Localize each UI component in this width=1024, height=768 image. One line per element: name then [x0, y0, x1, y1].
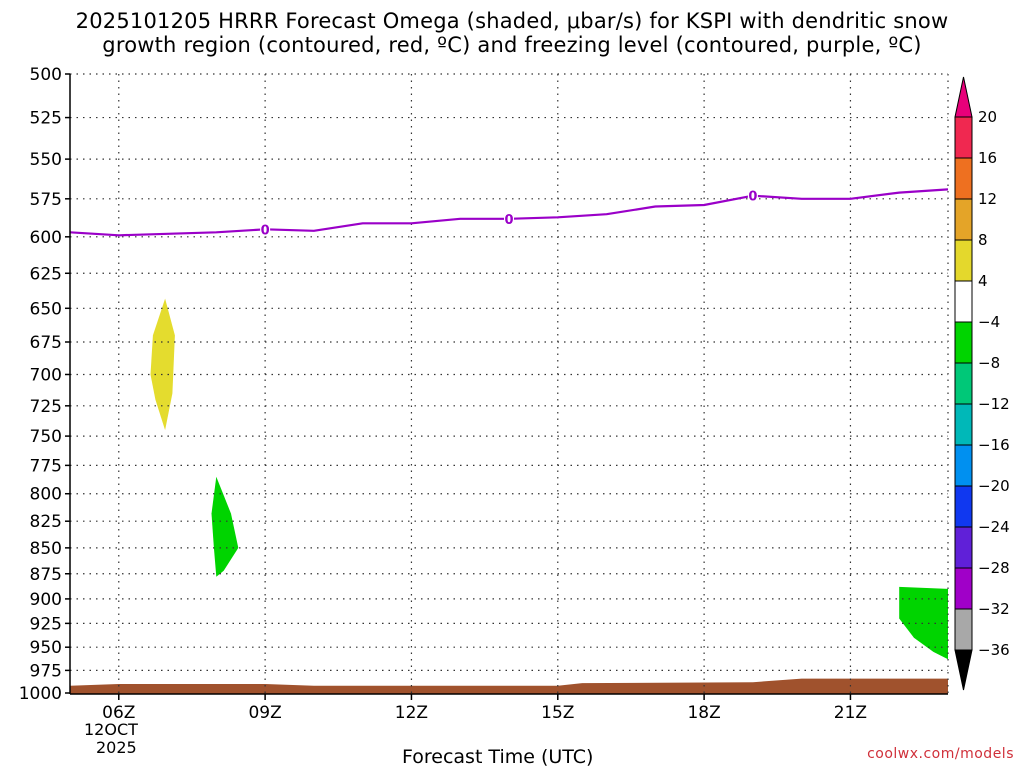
freezing-label-bg: [747, 187, 758, 203]
y-tick-label: 650: [30, 299, 62, 319]
colorbar-label: 4: [978, 272, 988, 290]
x-tick-label: 12Z: [395, 703, 428, 723]
y-tick-label: 825: [30, 512, 62, 532]
freezing-label-bg: [504, 210, 514, 226]
colorbar-label: −24: [978, 518, 1010, 536]
colorbar-label: −12: [978, 395, 1010, 413]
y-tick-label: 725: [30, 397, 62, 417]
chart-title-line2: growth region (contoured, red, ºC) and f…: [102, 33, 922, 57]
y-tick-label: 800: [30, 485, 62, 505]
colorbar-swatch: [954, 321, 973, 364]
colorbar-label: −8: [978, 354, 1000, 372]
omega-region-3: [899, 586, 948, 660]
colorbar-label: −16: [978, 436, 1010, 454]
colorbar-swatch: [954, 444, 973, 487]
colorbar-label: −4: [978, 313, 1000, 331]
colorbar-swatch: [954, 116, 973, 159]
y-tick-label: 575: [30, 190, 62, 210]
colorbar-label: 20: [978, 108, 997, 126]
colorbar-swatch: [954, 362, 973, 405]
y-tick-label: 950: [30, 638, 62, 658]
y-tick-label: 850: [30, 539, 62, 559]
colorbar-swatch: [954, 198, 973, 241]
omega-region-2: [211, 476, 239, 577]
colorbar-label: 8: [978, 231, 988, 249]
colorbar-label: 12: [978, 190, 997, 208]
y-tick-label: 1000: [19, 684, 62, 704]
y-tick-label: 625: [30, 264, 62, 284]
date-label-day: 12OCT: [84, 720, 138, 739]
y-tick-label: 675: [30, 333, 62, 353]
y-tick-label: 500: [30, 65, 62, 85]
colorbar-swatch: [954, 157, 973, 200]
y-tick-label: 525: [30, 109, 62, 129]
colorbar: 20 16 12 8 4 −4 −8 −12 −16 −20 −24 −28 −32 −36: [954, 76, 1010, 691]
colorbar-label: −28: [978, 559, 1010, 577]
colorbar-top-arrow: [954, 76, 973, 118]
omega-region-1: [150, 298, 175, 431]
y-tick-label: 900: [30, 590, 62, 610]
freezing-level-label: 0: [748, 190, 757, 205]
y-tick-label: 550: [30, 150, 62, 170]
colorbar-swatch: [954, 526, 973, 569]
freezing-label-bg: [260, 221, 271, 237]
y-tick-label: 600: [30, 228, 62, 248]
date-label-year: 2025: [96, 738, 137, 757]
terrain-surface: [70, 678, 948, 694]
freezing-level-label: 0: [504, 213, 513, 228]
freezing-level-label: 0: [261, 223, 270, 238]
x-tick-label: 15Z: [541, 703, 574, 723]
colorbar-label: −32: [978, 600, 1010, 618]
colorbar-label: −36: [978, 641, 1010, 659]
colorbar-bottom-arrow: [954, 649, 973, 691]
x-tick-label: 06Z: [102, 703, 135, 723]
x-tick-label: 09Z: [248, 703, 281, 723]
y-tick-label: 750: [30, 427, 62, 447]
credit-link[interactable]: coolwx.com/models: [867, 746, 1014, 762]
y-tick-label: 925: [30, 614, 62, 634]
x-axis-label: Forecast Time (UTC): [402, 746, 594, 768]
chart-title-line1: 2025101205 HRRR Forecast Omega (shaded, …: [75, 9, 949, 33]
colorbar-swatch: [954, 280, 973, 323]
x-tick-label: 18Z: [687, 703, 720, 723]
colorbar-swatch: [954, 239, 973, 282]
y-tick-label: 775: [30, 456, 62, 476]
colorbar-label: 16: [978, 149, 997, 167]
y-tick-label: 975: [30, 661, 62, 681]
colorbar-swatch: [954, 485, 973, 528]
x-tick-label: 21Z: [834, 703, 867, 723]
y-tick-label: 700: [30, 365, 62, 385]
plot-area: 0 0 0 500 525 550 575 600 625 650 675 700 725 750 775 8…: [19, 65, 949, 723]
colorbar-swatch: [954, 403, 973, 446]
colorbar-swatch: [954, 608, 973, 651]
colorbar-swatch: [954, 567, 973, 610]
y-tick-label: 875: [30, 565, 62, 585]
colorbar-label: −20: [978, 477, 1010, 495]
